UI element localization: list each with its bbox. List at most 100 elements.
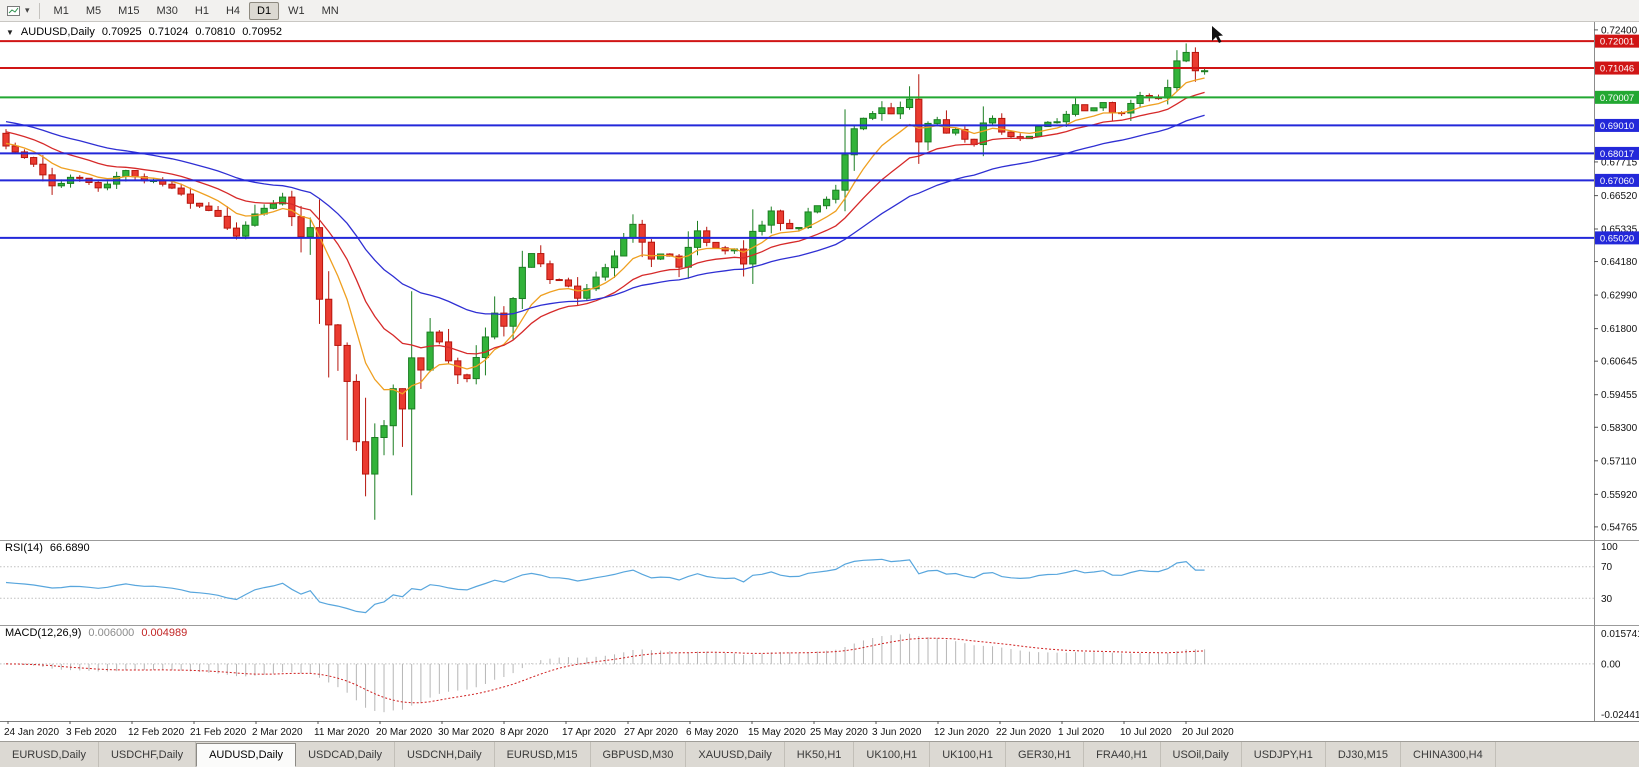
macd-panel[interactable]: 0.015741 0.00 -0.024412 MACD(12,26,9) 0.00…: [0, 625, 1639, 721]
svg-text:0.59455: 0.59455: [1601, 390, 1638, 401]
symbol-dropdown-icon[interactable]: ▼: [6, 27, 14, 37]
svg-text:2 Mar 2020: 2 Mar 2020: [252, 727, 303, 738]
svg-text:70: 70: [1601, 562, 1613, 573]
tabbar-filler: [1496, 742, 1639, 767]
chart-tab-ger30-h1[interactable]: GER30,H1: [1006, 742, 1085, 767]
rsi-label: RSI(14) 66.6890: [5, 542, 90, 554]
rsi-panel[interactable]: 100 70 30 RSI(14) 66.6890: [0, 540, 1639, 625]
svg-text:0.69010: 0.69010: [1600, 121, 1634, 132]
chart-tab-dj30-m15[interactable]: DJ30,M15: [1326, 742, 1401, 767]
chart-tab-usdchf-daily[interactable]: USDCHF,Daily: [99, 742, 197, 767]
svg-text:0.65020: 0.65020: [1600, 233, 1634, 244]
ohlc-open: 0.70925: [101, 26, 142, 38]
svg-text:8 Apr 2020: 8 Apr 2020: [500, 727, 549, 738]
macd-main-value: 0.006000: [88, 627, 135, 639]
svg-text:0.62990: 0.62990: [1601, 291, 1638, 302]
svg-text:0.54765: 0.54765: [1601, 522, 1638, 533]
svg-text:21 Feb 2020: 21 Feb 2020: [190, 727, 247, 738]
svg-text:15 May 2020: 15 May 2020: [748, 727, 806, 738]
moving-average-line-ma-fast: [5, 77, 1205, 395]
svg-text:0.55920: 0.55920: [1601, 490, 1638, 501]
price-badge-0.67060: 0.67060: [1595, 173, 1639, 187]
svg-text:0.70007: 0.70007: [1600, 93, 1634, 104]
chart-symbol-period: AUDUSD,Daily: [20, 26, 95, 38]
rsi-name: RSI(14): [5, 542, 43, 554]
svg-text:30: 30: [1601, 594, 1613, 605]
timeframe-button-m15[interactable]: M15: [118, 4, 140, 17]
price-badge-0.72001: 0.72001: [1595, 34, 1639, 48]
svg-text:3 Jun 2020: 3 Jun 2020: [872, 727, 922, 738]
price-badge-0.70007: 0.70007: [1595, 90, 1639, 104]
rsi-line: [5, 558, 1205, 614]
chart-tabs: EURUSD,Daily USDCHF,Daily AUDUSD,Daily USDC…: [0, 741, 1639, 767]
timeframe-button-h4[interactable]: H4: [225, 4, 241, 17]
price-axis-ticks: 0.72400 0.67715 0.66520 0.65335 0.64180 0.629…: [1594, 25, 1638, 533]
svg-text:24 Jan 2020: 24 Jan 2020: [4, 727, 59, 738]
svg-text:20 Mar 2020: 20 Mar 2020: [376, 727, 433, 738]
svg-text:0.66520: 0.66520: [1601, 191, 1638, 202]
macd-histogram: [14, 633, 1206, 713]
chart-tab-uk100-h1[interactable]: UK100,H1: [930, 742, 1006, 767]
chart-tab-usdjpy-h1[interactable]: USDJPY,H1: [1242, 742, 1326, 767]
svg-text:0.68017: 0.68017: [1600, 149, 1634, 160]
timeframe-button-h1[interactable]: H1: [194, 4, 209, 17]
time-axis-labels: 24 Jan 2020 3 Feb 2020 12 Feb 2020 21 Feb 2…: [4, 721, 1234, 738]
chart-tab-eurusd-m15[interactable]: EURUSD,M15: [495, 742, 591, 767]
chevron-down-icon[interactable]: ▾: [25, 5, 30, 15]
candles: [2, 43, 1209, 520]
timeframe-button-m1[interactable]: M1: [53, 4, 69, 17]
svg-text:0.64180: 0.64180: [1601, 257, 1638, 268]
timeframe-button-mn[interactable]: MN: [321, 4, 339, 17]
rsi-value: 66.6890: [49, 542, 90, 554]
svg-text:0.58300: 0.58300: [1601, 423, 1638, 434]
ohlc-high: 0.71024: [148, 26, 189, 38]
chart-tab-china300-h4[interactable]: CHINA300,H4: [1401, 742, 1496, 767]
svg-text:30 Mar 2020: 30 Mar 2020: [438, 727, 495, 738]
macd-label: MACD(12,26,9) 0.006000 0.004989: [5, 627, 187, 639]
ohlc-low: 0.70810: [195, 26, 236, 38]
chart-tab-hk50-h1[interactable]: HK50,H1: [785, 742, 855, 767]
chart-tab-xauusd-daily[interactable]: XAUUSD,Daily: [686, 742, 785, 767]
timeframe-button-m5[interactable]: M5: [85, 4, 102, 17]
svg-text:12 Feb 2020: 12 Feb 2020: [128, 727, 185, 738]
timeframe-buttons: M1 M5 M15 M30 H1 H4 D1 W1 MN: [46, 1, 347, 20]
price-chart-canvas[interactable]: 0.72400 0.67715 0.66520 0.65335 0.64180 0.629…: [0, 22, 1639, 540]
svg-text:6 May 2020: 6 May 2020: [686, 727, 739, 738]
chart-tab-usdcad-daily[interactable]: USDCAD,Daily: [296, 742, 396, 767]
timeframe-button-d1[interactable]: D1: [249, 1, 280, 20]
toolbar-separator: [38, 2, 40, 19]
svg-text:0.72001: 0.72001: [1600, 37, 1634, 48]
chart-window-icon[interactable]: [4, 4, 24, 18]
svg-text:-0.024412: -0.024412: [1601, 710, 1639, 721]
chart-tab-audusd-daily[interactable]: AUDUSD,Daily: [196, 743, 297, 767]
chart-tab-usdcnh-daily[interactable]: USDCNH,Daily: [395, 742, 495, 767]
svg-text:10 Jul 2020: 10 Jul 2020: [1120, 727, 1172, 738]
chart-area: 0.72400 0.67715 0.66520 0.65335 0.64180 0.629…: [0, 22, 1639, 741]
price-chart-panel[interactable]: 0.72400 0.67715 0.66520 0.65335 0.64180 0.629…: [0, 22, 1639, 540]
timeframe-button-m30[interactable]: M30: [156, 4, 178, 17]
price-badge-0.71046: 0.71046: [1595, 61, 1639, 75]
svg-text:0.65335: 0.65335: [1601, 225, 1638, 236]
svg-text:22 Jun 2020: 22 Jun 2020: [996, 727, 1051, 738]
time-axis[interactable]: 24 Jan 2020 3 Feb 2020 12 Feb 2020 21 Feb 2…: [0, 721, 1639, 741]
chart-tab-eurusd-daily[interactable]: EURUSD,Daily: [0, 742, 99, 767]
chart-tab-fra40-h1[interactable]: FRA40,H1: [1084, 742, 1161, 767]
svg-text:0.60645: 0.60645: [1601, 357, 1638, 368]
macd-name: MACD(12,26,9): [5, 627, 82, 639]
svg-text:0.00: 0.00: [1601, 659, 1621, 670]
timeframe-button-w1[interactable]: W1: [288, 4, 305, 17]
svg-text:0.72400: 0.72400: [1601, 25, 1638, 36]
svg-text:0.015741: 0.015741: [1601, 629, 1639, 640]
chart-tab-usoil-daily[interactable]: USOil,Daily: [1161, 742, 1242, 767]
macd-signal-line: [5, 637, 1205, 704]
chart-tab-uk100-h1[interactable]: UK100,H1: [854, 742, 931, 767]
svg-text:12 Jun 2020: 12 Jun 2020: [934, 727, 989, 738]
svg-text:0.57110: 0.57110: [1601, 456, 1637, 467]
svg-text:11 Mar 2020: 11 Mar 2020: [314, 727, 370, 738]
chart-title: ▼ AUDUSD,Daily 0.70925 0.71024 0.70810 0…: [6, 26, 282, 38]
toolbar: ▾ M1 M5 M15 M30 H1 H4 D1 W1 MN: [0, 0, 1639, 22]
moving-average-line-ma-mid: [5, 91, 1205, 355]
time-axis-canvas: 24 Jan 2020 3 Feb 2020 12 Feb 2020 21 Feb 2…: [0, 721, 1639, 738]
chart-tab-gbpusd-m30[interactable]: GBPUSD,M30: [591, 742, 687, 767]
